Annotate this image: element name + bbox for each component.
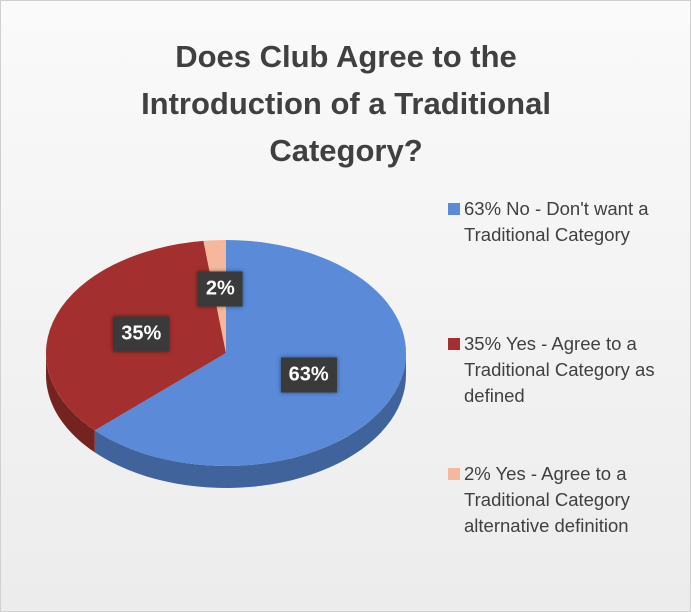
slice-side	[94, 353, 406, 488]
data-label: 2%	[197, 271, 243, 307]
legend-label: 35% Yes - Agree to a Traditional Categor…	[464, 333, 655, 406]
legend-entry: 35% Yes - Agree to a Traditional Categor…	[448, 331, 683, 409]
slice	[94, 240, 406, 467]
legend-entry: 2% Yes - Agree to a Traditional Category…	[448, 461, 683, 539]
legend-label: 63% No - Don't want a Traditional Catego…	[464, 198, 649, 245]
legend-label: 2% Yes - Agree to a Traditional Category…	[464, 463, 630, 536]
chart-title: Does Club Agree to the Introduction of a…	[141, 39, 551, 168]
data-label: 63%	[280, 357, 337, 393]
data-label: 35%	[113, 316, 170, 352]
slice-side	[46, 353, 95, 453]
legend-swatch	[448, 203, 460, 215]
legend-swatch	[448, 338, 460, 350]
legend-swatch	[448, 468, 460, 480]
legend-entry: 63% No - Don't want a Traditional Catego…	[448, 196, 683, 248]
